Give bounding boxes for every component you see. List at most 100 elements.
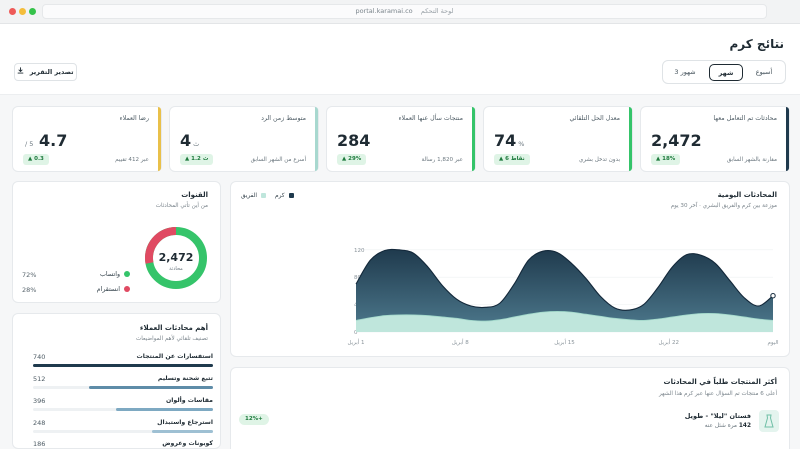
- kpi-value: 2,472: [651, 131, 702, 150]
- period-week-option[interactable]: أسبوع: [755, 68, 773, 76]
- product-thumbnail: [759, 410, 779, 432]
- donut-segment-instagram: [145, 227, 177, 264]
- kpi-accent-bar: [786, 107, 789, 171]
- period-month-option[interactable]: شهر: [709, 64, 743, 81]
- kpi-label: منتجات سأل عنها العملاء: [398, 115, 463, 122]
- topic-count: 740: [33, 353, 46, 361]
- series-team-area: [356, 311, 773, 332]
- period-3months-option[interactable]: 3 شهور: [674, 68, 696, 76]
- kpi-accent-bar: [158, 107, 161, 171]
- kpi-value-number: 4: [180, 131, 192, 150]
- y-tick-label: 120: [354, 248, 365, 254]
- kpi-auto-resolve-card: معدل الحل التلقائي 74% بدون تدخل بشري ▲ …: [483, 106, 633, 172]
- kpi-conversations-card: محادثات تم التعامل معها 2,472 مقارنة بال…: [640, 106, 790, 172]
- export-report-button[interactable]: تصدير التقرير: [14, 63, 77, 81]
- donut-total-label: محادثة: [169, 266, 183, 272]
- whatsapp-swatch: [124, 271, 130, 277]
- topic-label: كوبونات وعروض: [162, 440, 213, 447]
- address-breadcrumb: لوحة التحكم: [420, 7, 454, 15]
- kpi-sub: عبر 412 تقييم: [115, 157, 149, 163]
- kpi-sub: أسرع من الشهر السابق: [250, 157, 306, 163]
- legend-team-label: الفريق: [241, 193, 257, 199]
- product-count: 142: [738, 423, 751, 429]
- topic-label: استرجاع واستبدال: [157, 419, 213, 426]
- channels-subtitle: من أين تأتي المحادثات: [155, 203, 208, 209]
- topic-count: 512: [33, 375, 46, 383]
- kpi-sub: عبر 1,820 رسالة: [421, 157, 463, 163]
- products-subtitle: أعلى 6 منتجات تم السؤال عنها عبر كرم هذا…: [659, 391, 777, 397]
- karam-swatch: [288, 193, 294, 198]
- top-products-card: أكثر المنتجات طلباً في المحادثات أعلى 6 …: [230, 367, 790, 449]
- kpi-label: معدل الحل التلقائي: [569, 115, 620, 122]
- page-title: نتائج كرم: [729, 37, 784, 51]
- x-tick-label: 8 أبريل: [452, 338, 470, 346]
- latest-point-marker[interactable]: [770, 293, 776, 299]
- kpi-trend-badge: ▲ 0.3: [23, 154, 49, 165]
- topics-title: أهم محادثات العملاء: [139, 324, 208, 332]
- channels-card: القنوات من أين تأتي المحادثات 2,472 محاد…: [12, 181, 221, 303]
- topic-label: تتبع شحنة وتسليم: [157, 375, 213, 382]
- dress-icon: [764, 414, 774, 428]
- topic-count: 186: [33, 440, 46, 448]
- series-team-line: [355, 311, 774, 322]
- x-tick-label: اليوم: [767, 340, 779, 346]
- dashboard-page: نتائج كرم أسبوع شهر 3 شهور تصدير التقرير…: [0, 25, 800, 449]
- address-url: portal.karamai.co: [355, 7, 413, 15]
- kpi-label: محادثات تم التعامل معها: [713, 115, 777, 122]
- topic-fill: [89, 386, 213, 389]
- kpi-trend-badge: ▲ 18%: [651, 154, 681, 165]
- topic-fill: [116, 408, 213, 411]
- address-bar[interactable]: portal.karamai.co لوحة التحكم: [42, 4, 767, 19]
- channel-whatsapp: واتساب: [100, 271, 130, 278]
- channels-title: القنوات: [181, 191, 208, 199]
- legend-karam-label: كرم: [275, 193, 285, 199]
- instagram-swatch: [124, 286, 130, 292]
- minimize-window-dot[interactable]: [19, 8, 26, 15]
- kpi-trend-badge: ▲ 6 نقاط: [494, 154, 530, 165]
- kpi-unit: / 5: [25, 140, 34, 148]
- donut-total: 2,472: [159, 251, 194, 264]
- export-label: تصدير التقرير: [29, 68, 74, 76]
- kpi-unit: ث: [193, 140, 200, 148]
- topics-subtitle: تصنيف تلقائي لأهم المواضيعات: [136, 336, 208, 342]
- legend-team: الفريق: [241, 193, 266, 199]
- top-topics-card: أهم محادثات العملاء تصنيف تلقائي لأهم ال…: [12, 313, 221, 449]
- period-selector: أسبوع شهر 3 شهور: [662, 60, 786, 84]
- close-window-dot[interactable]: [9, 8, 16, 15]
- kpi-value-number: 284: [337, 131, 371, 150]
- channel-instagram: انستقرام: [97, 286, 130, 293]
- kpi-value: / 5 4.7: [23, 131, 67, 150]
- topic-track: [33, 408, 213, 411]
- kpi-accent-bar: [629, 107, 632, 171]
- series-karam-area: [356, 249, 773, 332]
- y-tick-label: 0: [354, 330, 358, 336]
- daily-title: المحادثات اليومية: [717, 191, 777, 199]
- x-tick-label: 15 أبريل: [554, 338, 575, 346]
- y-tick-label: 80: [354, 275, 361, 281]
- kpi-value-number: 2,472: [651, 131, 702, 150]
- topic-label: استفسارات عن المنتجات: [136, 353, 213, 360]
- kpi-trend-badge: ▲ 29%: [337, 154, 367, 165]
- page-header: نتائج كرم أسبوع شهر 3 شهور تصدير التقرير: [0, 25, 800, 95]
- kpi-label: رضا العملاء: [119, 115, 149, 122]
- channel-name: واتساب: [99, 271, 120, 278]
- download-icon: [18, 67, 24, 74]
- product-count-line: 142 مرة شئل عنه: [705, 423, 751, 429]
- topic-track: [33, 430, 213, 433]
- browser-chrome: portal.karamai.co لوحة التحكم: [0, 0, 800, 24]
- kpi-sub: مقارنة بالشهر السابق: [726, 157, 777, 163]
- maximize-window-dot[interactable]: [29, 8, 36, 15]
- product-row[interactable]: فستان "ليلا" - طويل 142 مرة شئل عنه 12%+: [239, 410, 779, 436]
- kpi-value: 284: [337, 131, 370, 150]
- kpi-satisfaction-card: رضا العملاء / 5 4.7 عبر 412 تقييم ▲ 0.3: [12, 106, 162, 172]
- channel-percent: 28%: [22, 286, 37, 294]
- kpi-accent-bar: [315, 107, 318, 171]
- kpi-accent-bar: [472, 107, 475, 171]
- series-karam-line: [355, 248, 774, 311]
- team-swatch: [260, 193, 266, 198]
- kpi-sub: بدون تدخل بشري: [578, 157, 620, 163]
- channel-name: انستقرام: [96, 286, 120, 293]
- daily-subtitle: موزعة بين كرم والفريق البشري · آخر 30 يو…: [670, 203, 777, 209]
